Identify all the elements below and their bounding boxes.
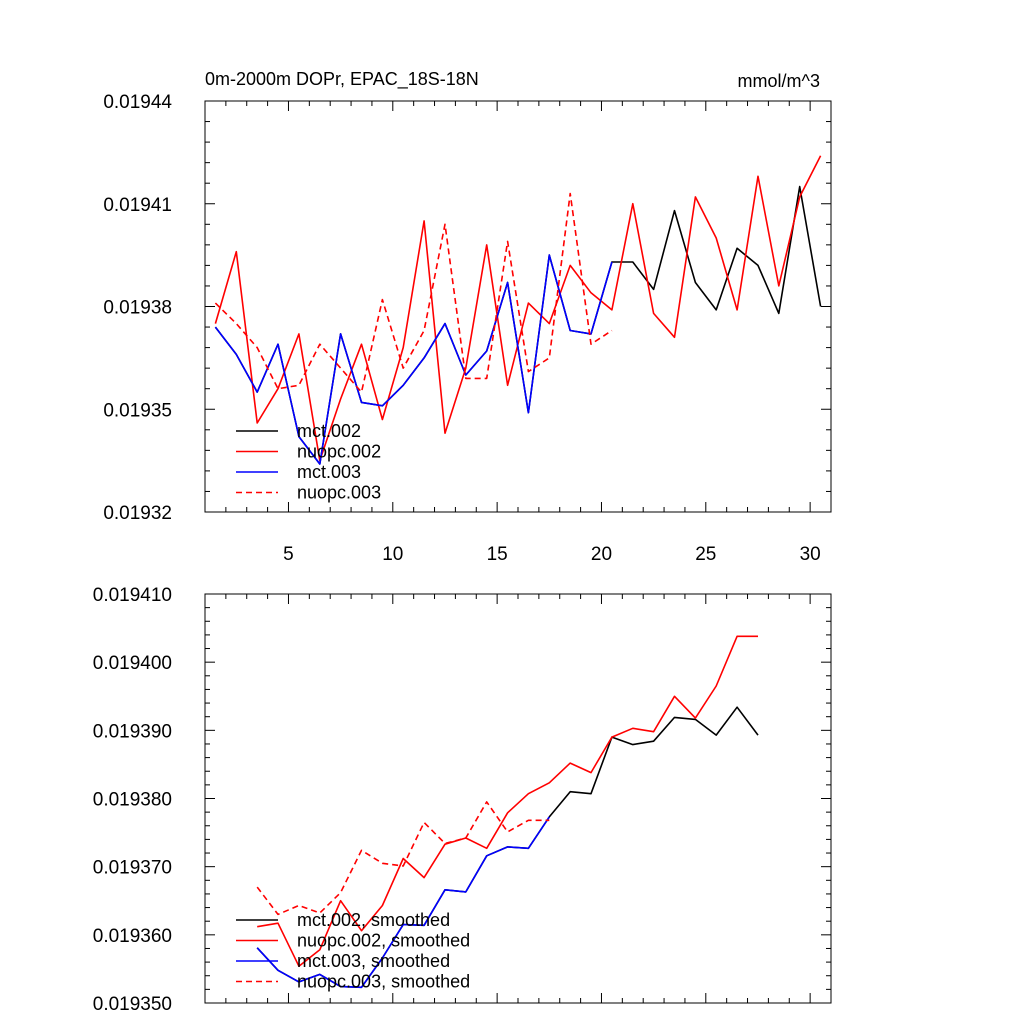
legend-label: mct.003 [297,462,361,482]
legend-label: nuopc.003 [297,483,381,503]
y-tick-label: 0.019370 [93,858,172,879]
y-tick-label: 0.01935 [103,400,172,421]
legend-label: nuopc.003, smoothed [297,972,470,992]
x-tick-label: 30 [800,544,821,565]
legend-label: nuopc.002, smoothed [297,931,470,951]
y-tick-label: 0.019410 [93,585,172,606]
x-tick-label: 5 [283,544,294,565]
y-tick-label: 0.019360 [93,926,172,947]
legend-label: nuopc.002 [297,442,381,462]
y-tick-label: 0.019390 [93,721,172,742]
units-label: mmol/m^3 [738,71,820,91]
y-tick-label: 0.01932 [103,503,172,524]
x-tick-label: 15 [487,544,508,565]
y-tick-label: 0.019350 [93,994,172,1015]
series-line-nuopc-002-smoothed [257,635,758,968]
series-line-nuopc-003 [214,192,613,393]
x-tick-label: 10 [382,544,403,565]
chart-title: 0m-2000m DOPr, EPAC_18S-18N [205,69,479,90]
legend-label: mct.002, smoothed [297,910,450,930]
legend-label: mct.003, smoothed [297,951,450,971]
y-tick-label: 0.01941 [103,195,172,216]
x-tick-label: 25 [695,544,716,565]
top-panel: 0m-2000m DOPr, EPAC_18S-18N mmol/m^3 5 10… [103,69,832,565]
y-tick-label: 0.019380 [93,790,172,811]
y-tick-label: 0.01938 [103,298,172,319]
series-line-nuopc-003-smoothed [256,801,550,916]
series-line-mct-003-smoothed [256,816,550,989]
y-tick-label: 0.019400 [93,653,172,674]
x-tick-label: 20 [591,544,612,565]
y-tick-label: 0.01944 [103,92,172,113]
series-line-mct-003 [214,254,613,465]
legend-label: mct.002 [297,421,361,441]
bottom-panel: 0.019350 0.019360 0.019370 0.019380 0.019390… [93,585,832,1015]
